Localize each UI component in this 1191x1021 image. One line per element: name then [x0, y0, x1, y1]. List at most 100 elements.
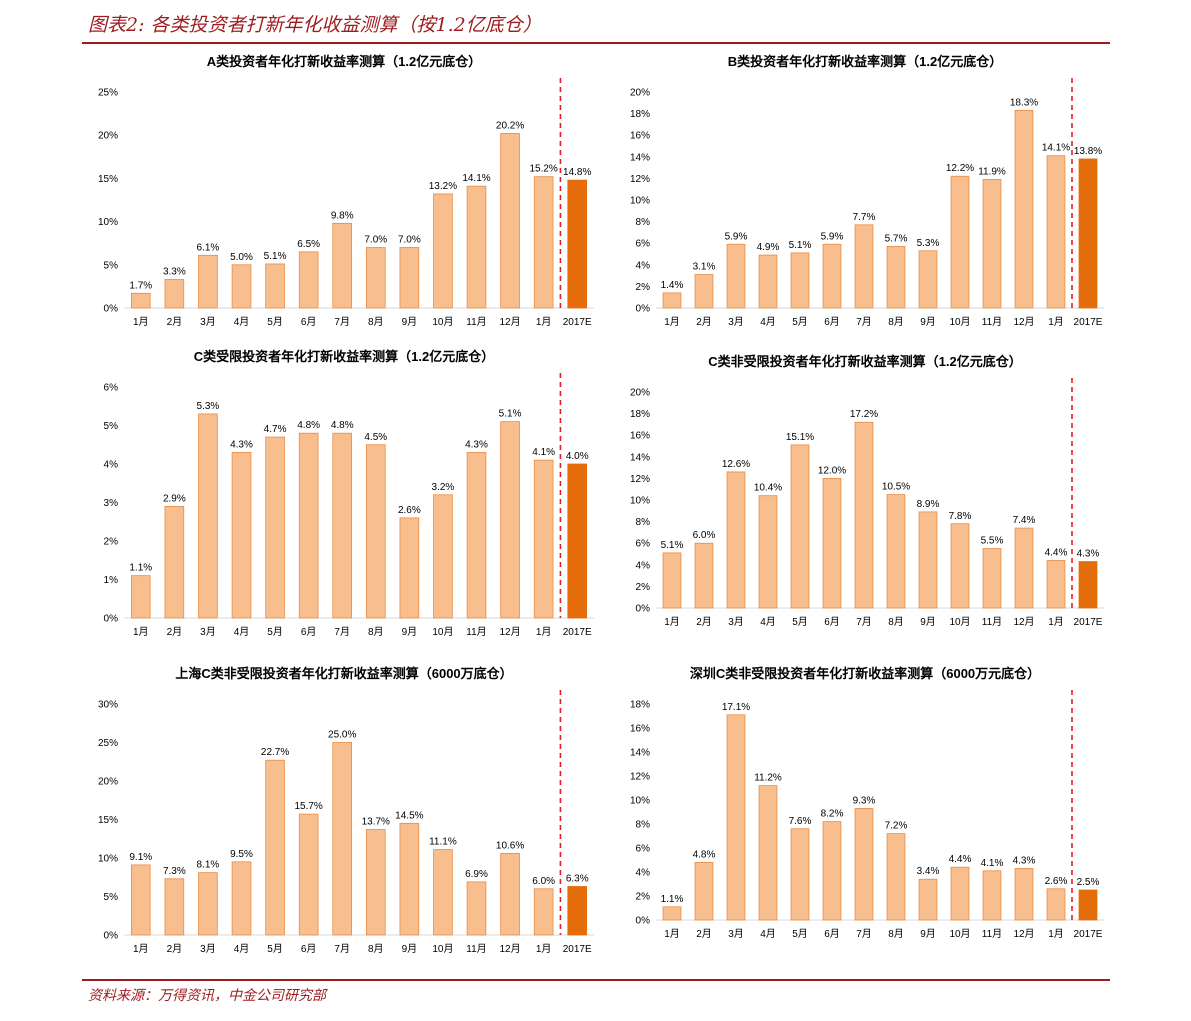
y-tick-label: 12%: [630, 772, 650, 783]
x-tick-label: 3月: [728, 316, 744, 328]
bar: [198, 413, 218, 619]
chart-title: C类受限投资者年化打新收益率测算（1.2亿元底仓）: [194, 349, 494, 364]
x-tick-label: 9月: [920, 616, 936, 628]
data-label: 14.1%: [1042, 143, 1070, 154]
x-tick-label: 7月: [856, 616, 872, 628]
bar: [399, 822, 420, 936]
bar: [854, 224, 874, 309]
data-label: 5.9%: [725, 231, 748, 242]
data-label: 3.2%: [432, 482, 455, 493]
data-label: 5.1%: [789, 240, 812, 251]
data-label: 11.1%: [429, 837, 457, 848]
data-label: 4.5%: [364, 432, 387, 443]
y-tick-label: 4%: [636, 260, 651, 271]
bar-2017e: [1078, 561, 1098, 609]
y-tick-label: 25%: [98, 738, 118, 749]
y-tick-label: 20%: [98, 777, 118, 788]
x-tick-label: 2月: [167, 943, 183, 955]
x-tick-label: 11月: [466, 316, 486, 328]
x-tick-label: 6月: [301, 943, 317, 955]
chart-panel-c-restricted: C类受限投资者年化打新收益率测算（1.2亿元底仓） 0% 1% 2% 3% 4% 5% 6% 1…: [88, 345, 600, 650]
bar-2017e: [1078, 158, 1098, 309]
y-tick-label: 10%: [630, 496, 650, 507]
bar: [500, 852, 520, 936]
bar: [265, 263, 285, 309]
bar: [790, 444, 810, 609]
data-label: 4.3%: [230, 439, 253, 450]
data-label: 25.0%: [328, 730, 356, 741]
y-tick-label: 6%: [636, 844, 651, 855]
chart-panel-shanghai: 上海C类非受限投资者年化打新收益率测算（6000万底仓） 0% 5% 10% 15% 20…: [88, 662, 600, 967]
data-label: 4.4%: [1045, 547, 1068, 558]
bar: [918, 250, 938, 309]
x-tick-label: 12月: [1013, 316, 1034, 328]
x-tick-label: 2017E: [1074, 317, 1103, 328]
y-tick-label: 4%: [636, 560, 651, 571]
bar: [231, 861, 252, 936]
x-tick-label: 11月: [982, 316, 1002, 328]
data-label: 6.5%: [297, 239, 320, 250]
x-tick-label: 6月: [824, 316, 840, 328]
x-tick-label: 9月: [920, 316, 936, 328]
bar: [694, 542, 714, 609]
bar: [758, 785, 778, 921]
x-tick-label: 9月: [402, 943, 418, 955]
x-tick-label: 2017E: [1074, 617, 1103, 628]
x-tick-label: 7月: [334, 316, 350, 328]
x-tick-label: 12月: [1013, 928, 1034, 940]
chart-panel-a: A类投资者年化打新收益率测算（1.2亿元底仓） 0% 5% 10% 15% 20% 25% 1…: [88, 50, 600, 340]
bar: [982, 179, 1002, 309]
bar-2017e: [567, 886, 588, 936]
data-label: 8.9%: [917, 499, 940, 510]
x-tick-label: 7月: [856, 928, 872, 940]
data-label: 22.7%: [261, 747, 289, 758]
data-label: 12.0%: [818, 465, 846, 476]
data-label: 4.3%: [1077, 549, 1100, 560]
data-label: 6.3%: [566, 873, 589, 884]
y-tick-label: 6%: [104, 383, 119, 394]
data-label: 5.3%: [917, 238, 940, 249]
bar: [982, 870, 1002, 921]
y-tick-label: 20%: [98, 131, 118, 142]
bar: [265, 436, 285, 619]
bar: [466, 881, 487, 936]
data-label: 13.8%: [1074, 146, 1102, 157]
bar: [822, 821, 842, 921]
data-label: 6.9%: [465, 869, 488, 880]
bar: [231, 452, 252, 619]
bar: [164, 505, 185, 619]
bar: [1046, 888, 1066, 921]
x-tick-label: 1月: [133, 943, 149, 955]
data-label: 3.1%: [693, 262, 716, 273]
data-label: 15.1%: [786, 432, 814, 443]
data-label: 4.0%: [566, 451, 589, 462]
y-tick-label: 0%: [636, 604, 651, 615]
bar: [854, 807, 874, 921]
chart-title: 上海C类非受限投资者年化打新收益率测算（6000万底仓）: [175, 666, 512, 681]
bar: [662, 292, 682, 309]
bar: [365, 247, 386, 309]
x-tick-label: 10月: [949, 316, 970, 328]
x-tick-label: 2017E: [563, 627, 592, 638]
bar: [790, 828, 810, 921]
y-tick-label: 10%: [98, 854, 118, 865]
y-tick-label: 25%: [98, 88, 118, 99]
bar: [164, 878, 185, 936]
x-tick-label: 10月: [432, 943, 453, 955]
data-label: 13.7%: [362, 817, 390, 828]
x-tick-label: 6月: [824, 616, 840, 628]
data-label: 1.4%: [661, 280, 684, 291]
data-label: 15.7%: [294, 801, 322, 812]
data-label: 14.5%: [395, 810, 423, 821]
x-tick-label: 7月: [856, 316, 872, 328]
data-label: 18.3%: [1010, 97, 1038, 108]
x-tick-label: 4月: [760, 928, 776, 940]
data-label: 8.1%: [197, 860, 220, 871]
y-tick-label: 0%: [104, 931, 119, 942]
x-tick-label: 5月: [792, 616, 808, 628]
bar: [1014, 867, 1034, 921]
data-label: 4.8%: [297, 420, 320, 431]
bar: [533, 888, 554, 936]
data-label: 7.2%: [885, 821, 908, 832]
bar: [365, 444, 386, 619]
